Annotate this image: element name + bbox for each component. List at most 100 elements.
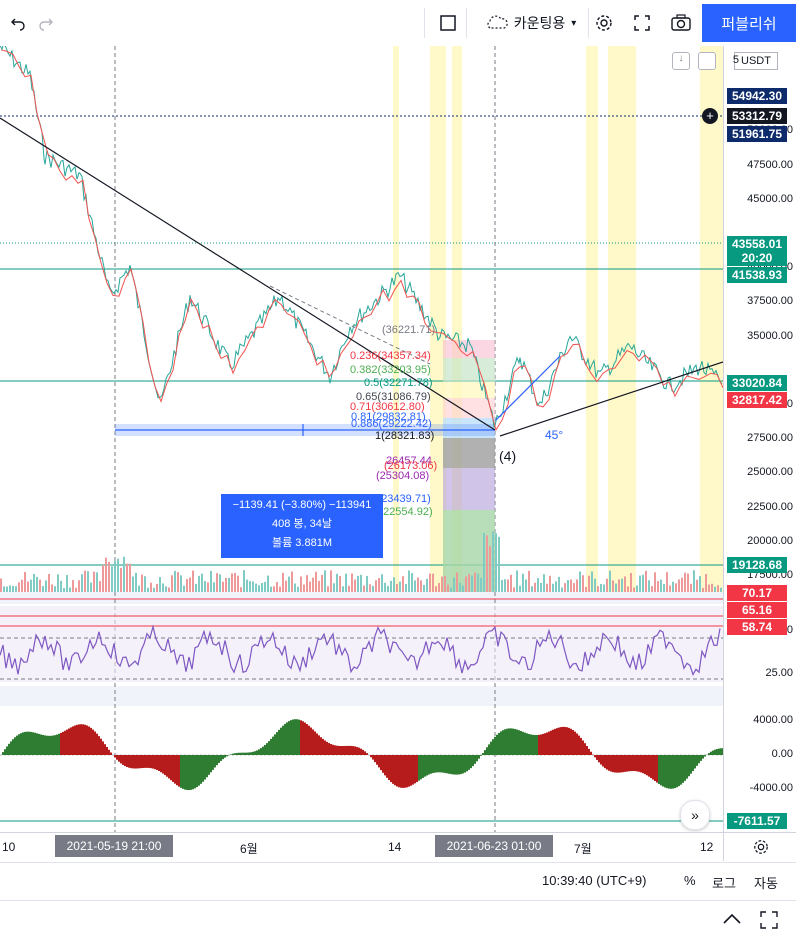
bottom-bar: 10:39:40 (UTC+9) % 로그 자동 xyxy=(0,862,796,899)
chart-canvas[interactable] xyxy=(0,46,723,832)
volume-bar xyxy=(99,581,101,592)
volume-bar xyxy=(69,587,71,592)
auto-toggle[interactable]: 자동 xyxy=(754,873,778,892)
volume-bar xyxy=(495,533,497,592)
macd-bar xyxy=(520,731,522,755)
macd-bar xyxy=(640,755,642,772)
pane-separator[interactable] xyxy=(0,592,723,604)
square-icon[interactable] xyxy=(432,0,464,46)
scroll-right-button[interactable]: » xyxy=(680,800,710,830)
macd-bar xyxy=(86,725,88,755)
volume-bar xyxy=(321,575,323,592)
macd-bar xyxy=(264,745,266,755)
currency-label[interactable]: USDT xyxy=(734,52,778,70)
macd-bar xyxy=(486,747,488,755)
box-icon[interactable] xyxy=(698,52,716,70)
macd-bar xyxy=(172,755,174,782)
fullscreen-icon[interactable] xyxy=(628,0,656,46)
macd-bar xyxy=(306,724,308,755)
macd-bar xyxy=(276,732,278,755)
volume-bar xyxy=(555,581,557,592)
macd-bar xyxy=(208,755,210,775)
redo-icon[interactable] xyxy=(32,0,60,46)
macd-bar xyxy=(450,755,452,774)
macd-bar xyxy=(12,739,14,755)
angle-line[interactable] xyxy=(496,356,560,420)
macd-bar xyxy=(8,744,10,755)
macd-bar xyxy=(236,753,238,755)
percent-toggle[interactable]: % xyxy=(684,873,696,888)
volume-bar xyxy=(513,587,515,592)
macd-bar xyxy=(210,755,212,772)
volume-bar xyxy=(159,577,161,592)
gear-icon[interactable] xyxy=(590,0,618,46)
macd-bar xyxy=(156,755,158,770)
macd-bar xyxy=(340,746,342,755)
price-tick-top: 5 xyxy=(733,54,739,66)
volume-bar xyxy=(147,588,149,592)
arrow-down-icon[interactable]: ↓ xyxy=(672,52,690,70)
volume-bar xyxy=(612,580,614,592)
volume-bar xyxy=(156,584,158,592)
price-chart[interactable]: (36221.71)0.236(34357.34)0.382(33203.95)… xyxy=(0,46,723,832)
volume-bar xyxy=(636,586,638,592)
volume-bar xyxy=(198,576,200,592)
volume-bar xyxy=(492,531,494,592)
camera-icon[interactable] xyxy=(666,0,696,46)
macd-bar xyxy=(466,755,468,771)
volume-bar xyxy=(30,580,32,592)
macd-bar xyxy=(362,750,364,755)
volume-bar xyxy=(567,580,569,592)
time-label: 7월 xyxy=(574,840,592,857)
volume-bar xyxy=(621,579,623,592)
macd-bar xyxy=(62,732,64,755)
chevron-up-icon[interactable] xyxy=(722,911,742,930)
volume-bar xyxy=(699,576,701,592)
volume-bar xyxy=(504,579,506,592)
macd-bar xyxy=(668,755,670,789)
volume-bar xyxy=(549,576,551,592)
macd-bar xyxy=(386,755,388,778)
volume-bar xyxy=(390,581,392,592)
macd-bar xyxy=(692,755,694,771)
volume-bar xyxy=(684,573,686,592)
volume-bar xyxy=(174,571,176,592)
volume-bar xyxy=(639,576,641,592)
volume-bar xyxy=(546,584,548,592)
macd-bar xyxy=(696,755,698,766)
price-scale[interactable]: USDT 5 50000.0047500.0045000.0040000.003… xyxy=(723,46,796,832)
macd-bar xyxy=(72,726,74,755)
volume-bar xyxy=(564,583,566,592)
clock[interactable]: 10:39:40 (UTC+9) xyxy=(542,873,646,888)
macd-bar xyxy=(594,755,596,757)
maximize-icon[interactable] xyxy=(760,911,778,934)
macd-bar xyxy=(286,722,288,755)
macd-bar xyxy=(536,735,538,755)
macd-bar xyxy=(670,755,672,789)
volume-bar xyxy=(12,586,14,592)
volume-bar xyxy=(282,573,284,592)
pane-separator[interactable] xyxy=(0,686,723,706)
macd-bar xyxy=(610,755,612,772)
add-alert-icon[interactable]: + xyxy=(702,108,718,124)
chart-settings-gear-icon[interactable] xyxy=(723,832,796,861)
publish-button[interactable]: 퍼블리쉬 xyxy=(702,4,796,42)
macd-bar xyxy=(356,747,358,755)
macd-bar xyxy=(232,754,234,755)
time-axis[interactable]: 10 6월 14 7월 12 2021-05-19 21:00 2021-06-… xyxy=(0,832,723,861)
undo-icon[interactable] xyxy=(4,0,32,46)
macd-bar xyxy=(338,746,340,755)
macd-bar xyxy=(714,750,716,755)
cloud-icon xyxy=(484,14,510,32)
volume-bar xyxy=(93,572,95,592)
macd-bar xyxy=(690,755,692,774)
volume-bar xyxy=(75,588,77,592)
volume-bar xyxy=(468,574,470,592)
macd-bar xyxy=(82,724,84,755)
macd-bar xyxy=(580,738,582,755)
volume-bar xyxy=(204,581,206,592)
macd-bar xyxy=(678,755,680,786)
log-toggle[interactable]: 로그 xyxy=(712,873,736,892)
macd-bar xyxy=(348,746,350,755)
counting-dropdown[interactable]: 카운팅용 ▾ xyxy=(472,0,588,46)
